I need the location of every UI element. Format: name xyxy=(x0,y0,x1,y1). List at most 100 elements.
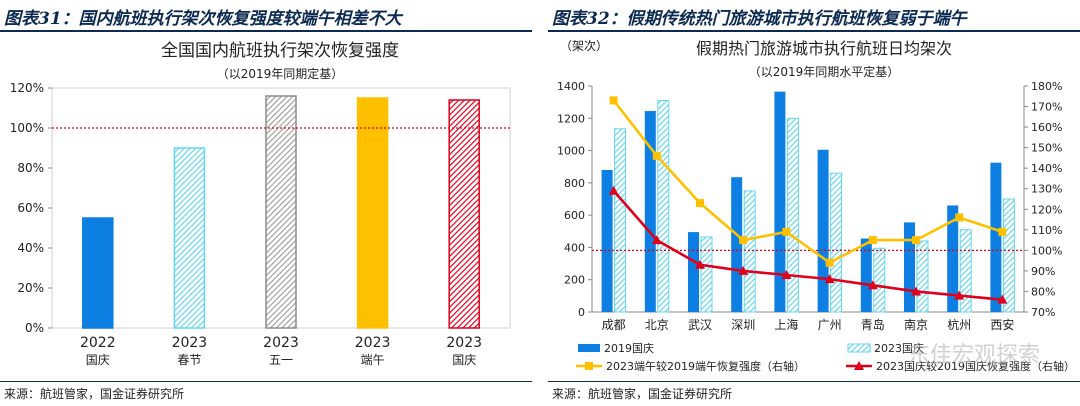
guoqing-recovery-point xyxy=(781,270,792,280)
y2-tick-label: 80% xyxy=(1031,285,1055,298)
y2-tick-label: 110% xyxy=(1031,224,1062,237)
x-tick-label-holiday: 五一 xyxy=(269,353,293,367)
y2-tick-label: 180% xyxy=(1031,80,1062,93)
y-tick-label: 20% xyxy=(17,281,44,295)
chart-subtitle: （以2019年同期水平定基） xyxy=(749,64,900,79)
bar-2019 xyxy=(860,238,872,312)
bar xyxy=(265,95,297,329)
duanwu-recovery-point xyxy=(998,227,1007,236)
bar xyxy=(448,99,480,329)
source-rule xyxy=(0,381,532,382)
y2-tick-label: 140% xyxy=(1031,162,1062,175)
bar-2019 xyxy=(688,232,699,312)
x-tick-label: 武汉 xyxy=(688,318,712,332)
y-tick-label: 60% xyxy=(17,201,44,215)
y-tick-label: 400 xyxy=(564,241,585,254)
y-tick-label: 1000 xyxy=(557,145,585,158)
watermark: 东佳宏观探索 xyxy=(908,343,1040,368)
x-tick-label-year: 2023 xyxy=(263,335,299,351)
legend-label-guoqing: 2023国庆较2019国庆恢复强度（右轴） xyxy=(876,359,1075,373)
bar-2019 xyxy=(601,169,613,312)
duanwu-recovery-point xyxy=(739,236,748,245)
bar-2023 xyxy=(786,117,799,313)
x-tick-label: 北京 xyxy=(645,318,669,332)
guoqing-recovery-point xyxy=(695,259,705,269)
x-tick-label-holiday: 国庆 xyxy=(452,353,476,367)
duanwu-recovery-point xyxy=(782,227,791,236)
legend-marker-duanwu xyxy=(585,362,593,370)
x-tick-label: 青岛 xyxy=(861,317,885,332)
guoqing-recovery-line xyxy=(612,189,1003,301)
duanwu-recovery-point xyxy=(652,151,661,160)
y2-tick-label: 90% xyxy=(1031,265,1055,278)
guoqing-recovery-point xyxy=(867,280,878,290)
bar xyxy=(173,147,206,329)
y2-tick-label: 170% xyxy=(1031,101,1062,114)
right-chart: 假期热门旅游城市执行航班日均架次 （以2019年同期水平定基） （架次） 0 20… xyxy=(557,39,1075,373)
title-rule xyxy=(0,30,532,32)
bar-2023 xyxy=(830,172,843,313)
x-tick-label: 上海 xyxy=(774,317,798,332)
x-tick-label-holiday: 春节 xyxy=(177,353,201,367)
legend-marker-guoqing xyxy=(854,361,864,370)
bar-2023 xyxy=(959,229,972,313)
bar-2019 xyxy=(731,177,743,312)
guoqing-recovery-point xyxy=(824,274,835,284)
legend-label-2019: 2019国庆 xyxy=(604,341,654,355)
x-tick-label: 深圳 xyxy=(731,318,755,332)
chart-title: 全国国内航班执行架次恢复强度 xyxy=(161,41,399,61)
legend-label-2023: 2023国庆 xyxy=(874,341,924,355)
guoqing-recovery-point xyxy=(954,290,965,300)
x-tick-label-year: 2023 xyxy=(446,335,482,351)
bar-2023 xyxy=(700,236,713,313)
bar-2019 xyxy=(644,111,656,313)
guoqing-recovery-point xyxy=(738,265,749,275)
y2-tick-label: 100% xyxy=(1031,244,1062,257)
y-axis-unit-label: （架次） xyxy=(560,39,608,53)
bar-2019 xyxy=(947,205,959,312)
duanwu-recovery-point xyxy=(868,236,877,245)
x-tick-label: 南京 xyxy=(904,317,928,332)
bar xyxy=(356,97,389,329)
y-tick-label: 80% xyxy=(17,161,44,175)
y-tick-label: 40% xyxy=(17,241,44,255)
y2-tick-label: 120% xyxy=(1031,203,1062,216)
bar-2019 xyxy=(817,149,829,312)
bar-2019 xyxy=(990,162,1002,312)
guoqing-recovery-point xyxy=(997,294,1008,304)
figure-title: 图表31：国内航班执行架次恢复强度较端午相差不大 xyxy=(4,9,402,29)
duanwu-recovery-point xyxy=(609,96,618,105)
x-tick-label: 广州 xyxy=(818,318,842,332)
legend: 2019国庆 2023国庆 2023端午较2019端午恢复强度（右轴） 2023国庆较… xyxy=(576,341,1075,373)
duanwu-recovery-point xyxy=(912,236,920,245)
bar xyxy=(82,217,114,329)
guoqing-recovery-point xyxy=(608,185,619,195)
y2-tick-label: 160% xyxy=(1031,121,1062,134)
bar-2023 xyxy=(743,190,756,313)
y-tick-label: 800 xyxy=(564,177,585,190)
duanwu-recovery-point xyxy=(696,199,704,208)
y-tick-label: 1400 xyxy=(557,80,585,93)
title-rule xyxy=(548,30,1080,32)
legend-swatch-2023 xyxy=(847,343,871,353)
left-chart: 全国国内航班执行架次恢复强度 （以2019年同期定基） 0% 20% 40% 60% 8… xyxy=(10,41,511,367)
source-rule xyxy=(548,381,1080,382)
source-note: 来源：航班管家，国金证券研究所 xyxy=(4,387,185,401)
x-tick-label-holiday: 端午 xyxy=(361,353,385,367)
y-tick-label: 120% xyxy=(10,81,44,95)
y-tick-label: 0 xyxy=(578,306,585,319)
x-tick-label: 成都 xyxy=(602,318,626,332)
guoqing-recovery-point xyxy=(911,286,921,296)
y2-tick-label: 70% xyxy=(1031,306,1055,319)
y-tick-label: 200 xyxy=(564,274,585,287)
right-panel: 图表32：假期传统热门旅游城市执行航班恢复弱于端午 假期热门旅游城市执行航班日均… xyxy=(548,0,1080,406)
bar-2019 xyxy=(904,222,915,312)
bar-2023 xyxy=(916,240,929,313)
chart-title: 假期热门旅游城市执行航班日均架次 xyxy=(696,39,952,58)
figure-title: 图表32：假期传统热门旅游城市执行航班恢复弱于端午 xyxy=(552,9,967,29)
chart-subtitle: （以2019年同期定基） xyxy=(217,66,344,81)
x-tick-label-holiday: 国庆 xyxy=(86,353,110,367)
bar-2023 xyxy=(614,128,627,313)
left-panel: 图表31：国内航班执行架次恢复强度较端午相差不大 全国国内航班执行架次恢复强度 … xyxy=(0,0,532,406)
duanwu-recovery-point xyxy=(825,258,834,267)
